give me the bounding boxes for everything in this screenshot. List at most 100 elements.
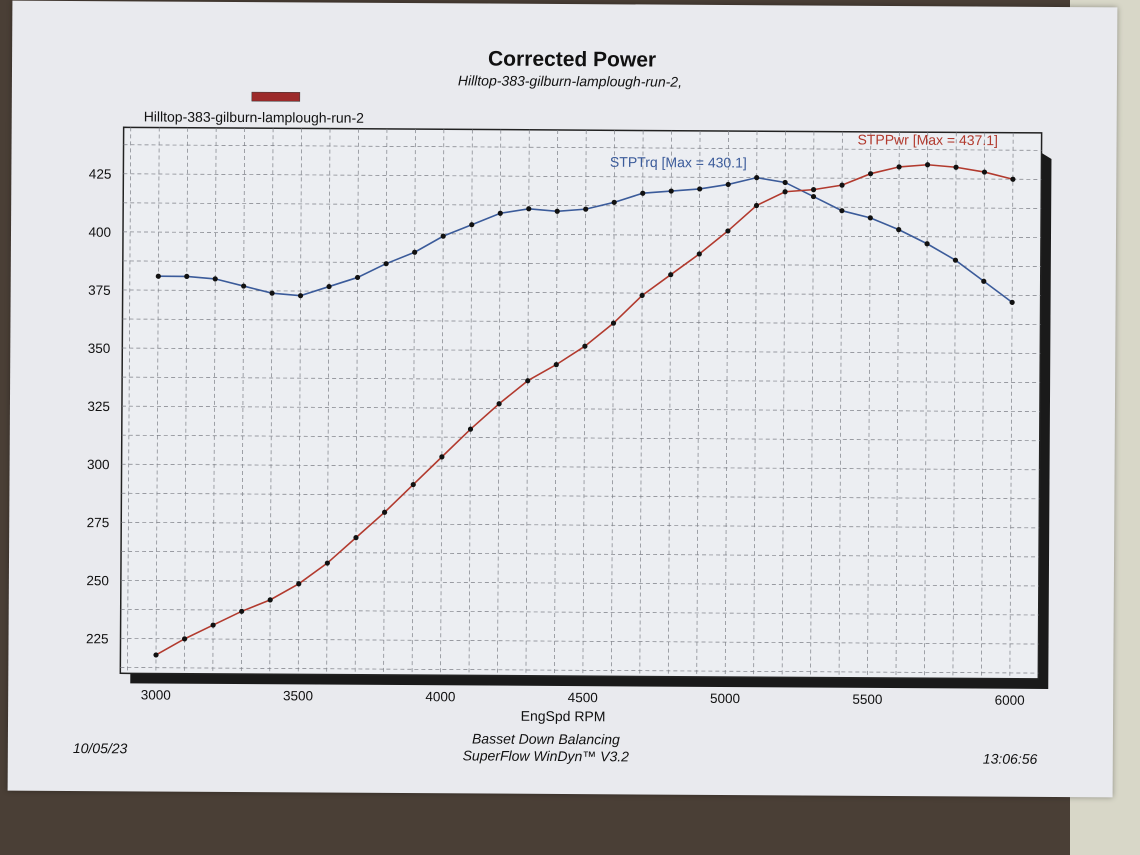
data-point <box>469 222 475 228</box>
y-axis-ticks: 225 250 275 300 325 350 375 400 425 <box>86 167 111 647</box>
y-tick-label: 275 <box>87 515 110 530</box>
data-point <box>668 188 674 194</box>
data-point <box>839 182 845 188</box>
y-tick-label: 325 <box>87 399 110 414</box>
grid-line-horizontal <box>122 376 1041 384</box>
data-point <box>924 162 931 168</box>
chart-subtitle: Hilltop-383-gilburn-lamplough-run-2, <box>458 72 682 89</box>
data-point <box>239 608 245 614</box>
data-point <box>639 292 645 299</box>
legend-swatch <box>251 91 301 102</box>
y-tick-label: 225 <box>86 631 109 646</box>
data-point <box>525 378 531 384</box>
grid-line-horizontal <box>123 202 1042 209</box>
data-point <box>981 169 988 175</box>
footer-software: SuperFlow WinDyn™ V3.2 <box>463 747 630 764</box>
grid-line-vertical <box>184 127 189 674</box>
data-point <box>582 343 588 349</box>
data-point <box>753 202 760 209</box>
data-point <box>610 320 617 326</box>
grid-line-vertical <box>525 129 530 676</box>
data-point <box>896 164 902 170</box>
data-point <box>181 636 188 642</box>
data-point <box>924 241 930 247</box>
y-tick-label: 400 <box>88 225 111 240</box>
series-stptrq: STPTrq [Max = 430.1] <box>155 154 1015 305</box>
grid-line-vertical <box>867 131 872 678</box>
grid-line-vertical <box>781 131 786 678</box>
data-point <box>640 190 646 196</box>
series-annotation: STPTrq [Max = 430.1] <box>610 154 747 171</box>
data-point <box>354 274 361 281</box>
grid-line-vertical <box>127 127 132 674</box>
grid-line-horizontal <box>121 463 1040 471</box>
grid-line-vertical <box>753 131 758 678</box>
data-point <box>326 283 332 290</box>
x-tick-label: 6000 <box>995 693 1025 708</box>
data-point <box>583 206 589 212</box>
data-point <box>554 208 560 214</box>
grid-line-horizontal <box>121 521 1040 529</box>
dyno-chart: Corrected Power Hilltop-383-gilburn-lamp… <box>73 48 1052 767</box>
grid-line-vertical <box>326 128 331 675</box>
data-point <box>867 215 873 221</box>
footer-time: 13:06:56 <box>983 751 1038 767</box>
grid-line-vertical <box>1009 132 1014 679</box>
grid-line-vertical <box>212 127 217 674</box>
series-stppwr: STPPwr [Max = 437.1] <box>153 131 1016 658</box>
grid-line-vertical <box>440 129 445 676</box>
legend-label: Hilltop-383-gilburn-lamplough-run-2 <box>144 108 365 125</box>
grid-line-vertical <box>354 128 359 675</box>
data-point <box>155 273 161 279</box>
grid-line-vertical <box>696 130 701 677</box>
data-point <box>184 273 190 280</box>
data-point <box>896 227 902 233</box>
grid-line-vertical <box>468 129 473 676</box>
data-point <box>210 622 216 628</box>
grid-line-vertical <box>667 130 672 677</box>
grid-line-vertical <box>582 130 587 677</box>
data-point <box>1010 176 1016 182</box>
printout-sheet: Corrected Power Hilltop-383-gilburn-lamp… <box>7 0 1118 798</box>
series-annotation: STPPwr [Max = 437.1] <box>857 131 998 148</box>
y-tick-label: 300 <box>87 457 110 472</box>
data-point <box>810 187 817 193</box>
data-point <box>353 535 359 541</box>
data-point <box>1009 299 1015 305</box>
data-point <box>383 261 389 267</box>
grid-line-horizontal <box>122 289 1041 296</box>
data-point <box>440 233 446 239</box>
x-tick-label: 4000 <box>425 689 455 704</box>
grid-line-vertical <box>554 129 559 676</box>
data-point <box>412 249 418 255</box>
grid-line-horizontal <box>121 492 1040 500</box>
grid-line-vertical <box>981 132 986 679</box>
grid-line-vertical <box>924 132 929 679</box>
grid-line-vertical <box>269 128 274 675</box>
x-tick-label: 5000 <box>710 691 740 706</box>
x-tick-label: 4500 <box>568 690 598 705</box>
data-point <box>526 206 532 212</box>
grid-line-vertical <box>155 127 160 674</box>
data-point <box>981 278 987 284</box>
data-point <box>467 426 474 432</box>
x-axis-label: EngSpd RPM <box>521 708 606 725</box>
grid-line-horizontal <box>121 550 1040 558</box>
x-axis-ticks: 3000 3500 4000 4500 5000 5500 6000 <box>141 687 1025 707</box>
grid-line-vertical <box>383 128 388 675</box>
data-point <box>782 179 788 186</box>
grid-line-horizontal <box>123 173 1042 180</box>
grid-line-vertical <box>724 131 729 678</box>
grid-line-vertical <box>838 131 843 678</box>
x-tick-label: 5500 <box>852 692 882 707</box>
data-point <box>754 175 760 181</box>
grid-line-horizontal <box>122 260 1041 267</box>
data-point <box>953 164 959 170</box>
x-tick-label: 3500 <box>283 688 313 703</box>
series-layer: STPTrq [Max = 430.1] STPPwr [Max = 437.1] <box>153 131 1016 658</box>
y-tick-label: 250 <box>86 573 109 588</box>
y-tick-label: 425 <box>89 167 112 182</box>
data-point <box>410 481 416 488</box>
grid-line-horizontal <box>123 231 1041 238</box>
data-point <box>382 509 388 515</box>
